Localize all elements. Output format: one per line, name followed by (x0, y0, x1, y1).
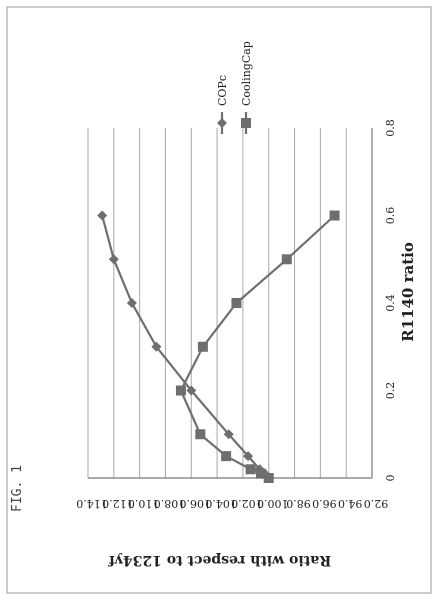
y-axis-label: Ratio with respect to 1234yf (108, 552, 331, 568)
y-tick-label: 112.0 (102, 497, 133, 510)
x-axis-label: R1140 ratio (399, 242, 417, 342)
legend-label: COPc (216, 75, 229, 106)
data-point-copc (126, 298, 137, 308)
legend-marker-square (241, 118, 251, 128)
y-tick-label: 108.0 (154, 497, 186, 510)
data-point-copc (223, 429, 234, 440)
series-lines (97, 210, 340, 483)
axes (88, 128, 373, 479)
y-tick-label: 98.0 (286, 497, 311, 510)
data-point-coolingcap (281, 254, 292, 265)
x-tick-label: 0.8 (384, 119, 397, 137)
data-point-copc (243, 451, 254, 462)
data-point-coolingcap (221, 451, 232, 462)
y-tick-label: 104.0 (205, 497, 237, 510)
data-point-copc (151, 341, 162, 352)
y-tick-label: 100.0 (257, 497, 289, 510)
data-point-coolingcap (195, 429, 206, 440)
data-point-copc (186, 385, 197, 396)
data-point-coolingcap (329, 210, 340, 221)
legend-marker-diamond (217, 118, 227, 128)
y-tick-label: 94.0 (338, 497, 363, 510)
x-tick-label: 0.4 (384, 294, 397, 312)
chart-frame (6, 6, 432, 594)
y-tick-label: 92.0 (364, 497, 389, 510)
data-point-coolingcap (255, 468, 266, 479)
x-tick-labels: 0 0.2 0.4 0.6 0.8 (384, 119, 397, 481)
y-tick-label: 106.0 (180, 497, 212, 510)
y-tick-label: 114.0 (76, 497, 108, 510)
data-point-coolingcap (175, 385, 186, 396)
data-point-coolingcap (197, 341, 208, 352)
x-tick-label: 0.6 (384, 207, 397, 225)
data-point-copc (108, 254, 119, 265)
legend: COPc CoolingCap (216, 41, 253, 134)
data-point-coolingcap (231, 298, 242, 308)
series-line-copc (101, 215, 270, 479)
data-point-coolingcap (245, 464, 256, 475)
data-point-coolingcap (263, 473, 274, 483)
series-line-coolingcap (179, 214, 336, 479)
y-tick-label: 110.0 (128, 497, 160, 510)
x-tick-label: 0.2 (384, 382, 397, 400)
y-tick-label: 102.0 (231, 497, 263, 510)
x-tick-label: 0 (384, 475, 397, 482)
y-tick-label: 96.0 (312, 497, 337, 510)
y-tick-labels: 92.094.096.098.0100.0102.0104.0106.0108.… (76, 497, 388, 510)
legend-label: CoolingCap (240, 41, 253, 106)
data-point-copc (97, 210, 108, 221)
